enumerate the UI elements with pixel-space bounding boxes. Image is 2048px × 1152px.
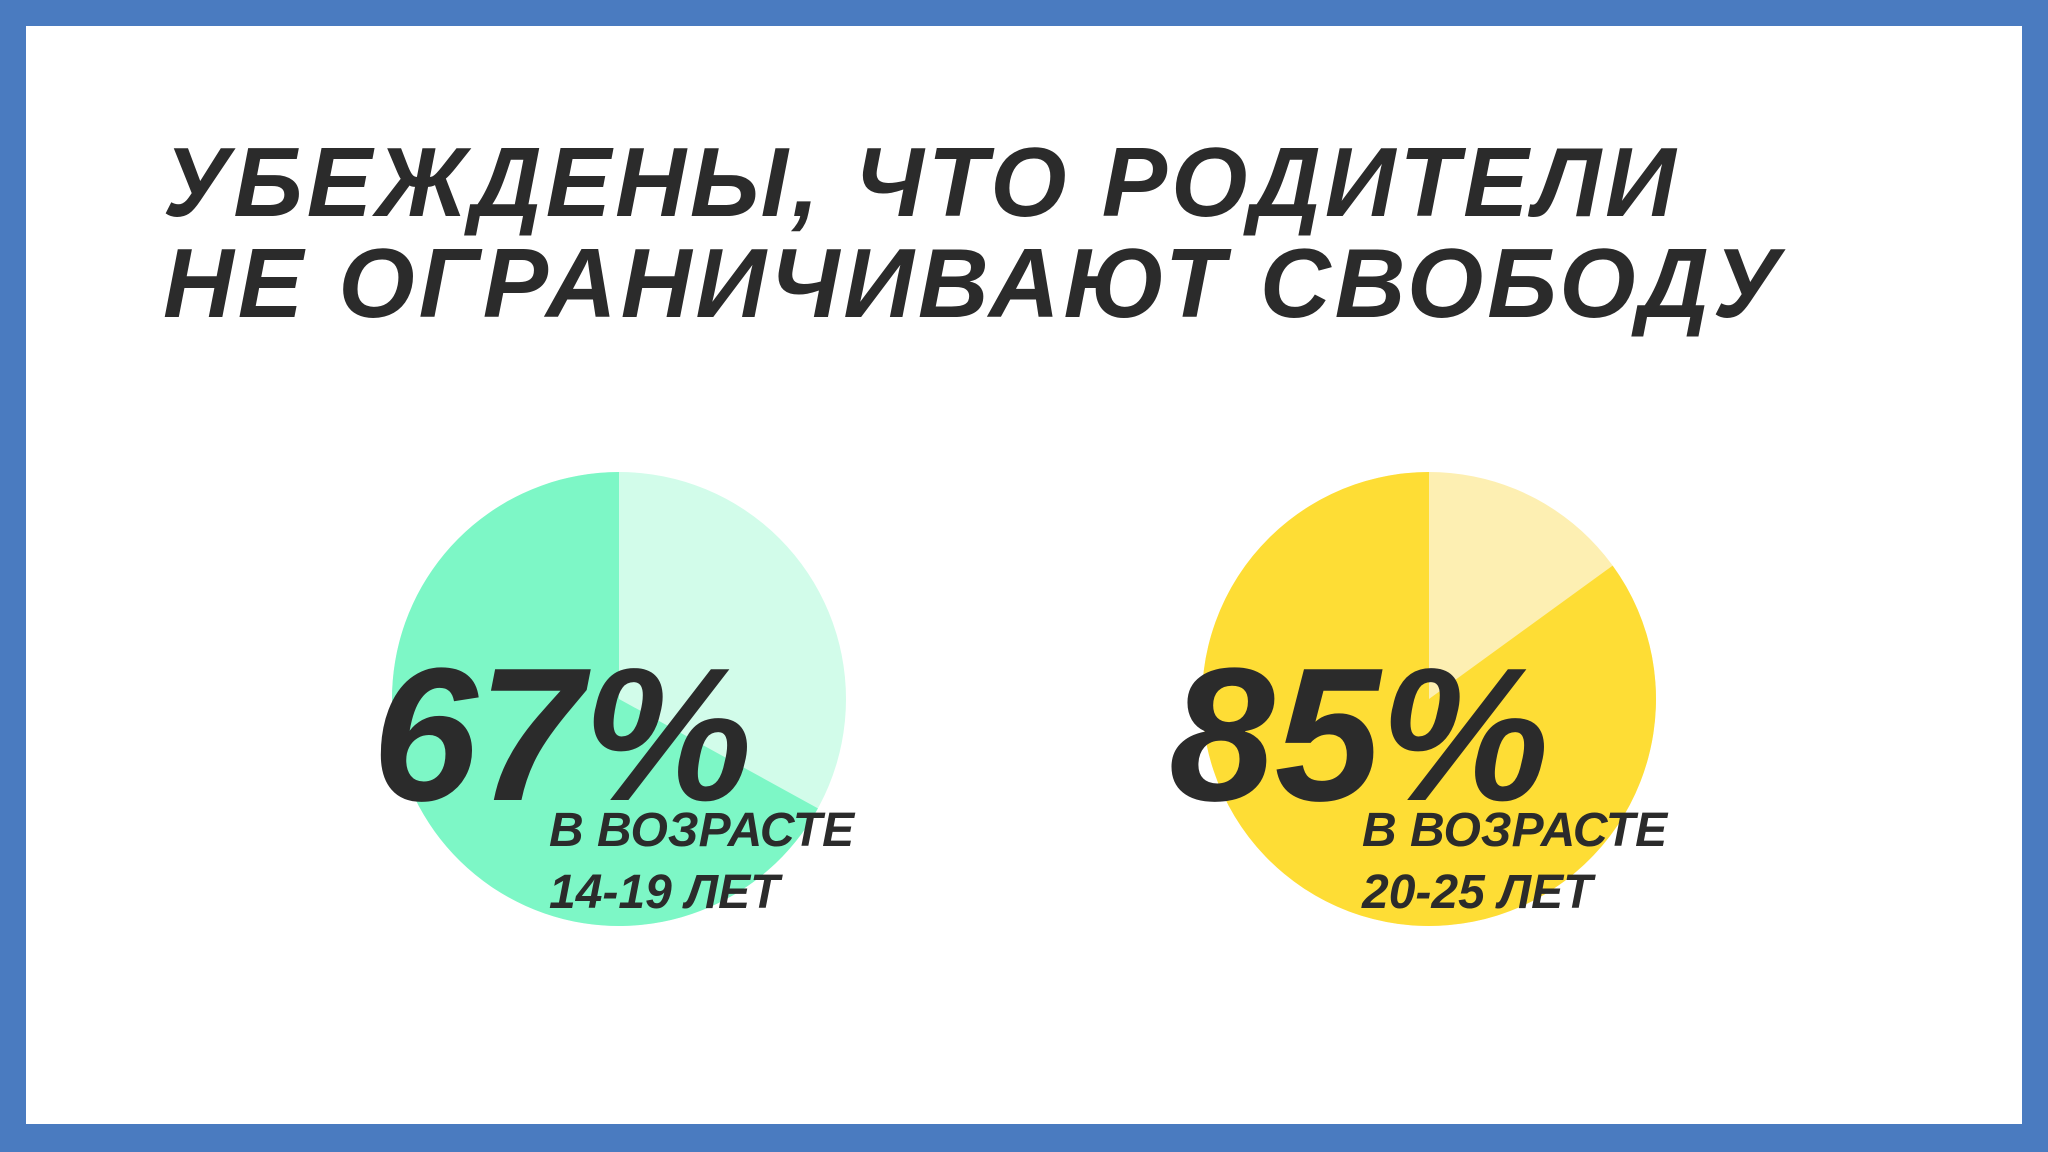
annotation: В ВОЗРАСТЕ xyxy=(1362,804,1669,857)
slide-background xyxy=(26,26,2022,1124)
value-label: 85% xyxy=(1169,629,1549,841)
title-line: УБЕЖДЕНЫ, ЧТО РОДИТЕЛИ xyxy=(163,127,1680,237)
title-line: НЕ ОГРАНИЧИВАЮТ СВОБОДУ xyxy=(163,228,1786,338)
annotation: 20-25 ЛЕТ xyxy=(1361,866,1596,919)
annotation: В ВОЗРАСТЕ xyxy=(549,804,856,857)
pie-slice xyxy=(1201,472,1656,926)
annotation: 14-19 ЛЕТ xyxy=(549,866,783,919)
value-label: 67% xyxy=(372,629,752,841)
pie-slice xyxy=(391,472,818,926)
